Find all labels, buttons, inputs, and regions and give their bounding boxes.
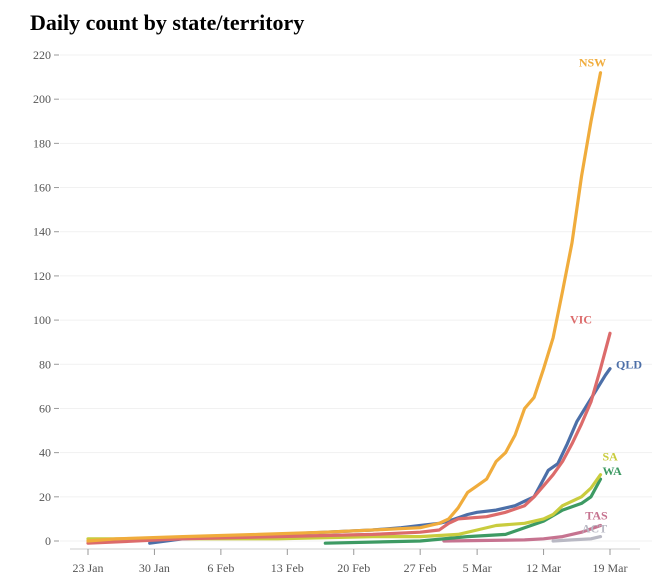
y-tick-label: 20 (39, 490, 51, 504)
x-tick-label: 5 Mar (463, 561, 492, 575)
series-line-vic (86, 331, 612, 545)
x-tick-label: 13 Feb (271, 561, 304, 575)
y-tick-label: 80 (39, 357, 51, 371)
series-line-wa (323, 477, 603, 545)
series-line-act (551, 535, 603, 543)
series-line-sa (86, 473, 603, 541)
y-tick-label: 0 (45, 534, 51, 548)
series-line-qld (148, 367, 612, 545)
series-label-tas: TAS (585, 509, 608, 523)
gridlines (60, 54, 652, 542)
y-tick-label: 180 (33, 136, 51, 150)
y-tick-label: 220 (33, 48, 51, 62)
series-label-nsw: NSW (579, 56, 606, 70)
y-tick-label: 140 (33, 225, 51, 239)
series-line-tas (442, 523, 603, 543)
series-label-qld: QLD (616, 358, 642, 372)
series-line-nsw (86, 71, 603, 543)
x-tick-label: 6 Feb (207, 561, 234, 575)
chart-title: Daily count by state/territory (30, 10, 305, 35)
series-label-wa: WA (603, 464, 623, 478)
x-tick-label: 27 Feb (404, 561, 437, 575)
y-tick-label: 40 (39, 446, 51, 460)
series-label-sa: SA (603, 450, 619, 464)
x-tick-label: 12 Mar (526, 561, 561, 575)
y-tick-label: 200 (33, 92, 51, 106)
x-tick-label: 23 Jan (73, 561, 104, 575)
series-lines (86, 71, 612, 545)
x-axis: 23 Jan 30 Jan 6 Feb 13 Feb 20 Feb 27 Feb 5 Mar… (70, 548, 640, 575)
y-tick-label: 100 (33, 313, 51, 327)
x-tick-label: 30 Jan (139, 561, 170, 575)
x-tick-label: 19 Mar (593, 561, 628, 575)
y-tick-label: 60 (39, 401, 51, 415)
y-tick-label: 120 (33, 269, 51, 283)
series-label-act: ACT (582, 522, 607, 536)
series-label-vic: VIC (570, 312, 592, 326)
x-tick-label: 20 Feb (337, 561, 370, 575)
y-tick-label: 160 (33, 181, 51, 195)
y-axis: 0 20 40 60 80 100 120 140 160 180 200 220 (33, 48, 59, 548)
